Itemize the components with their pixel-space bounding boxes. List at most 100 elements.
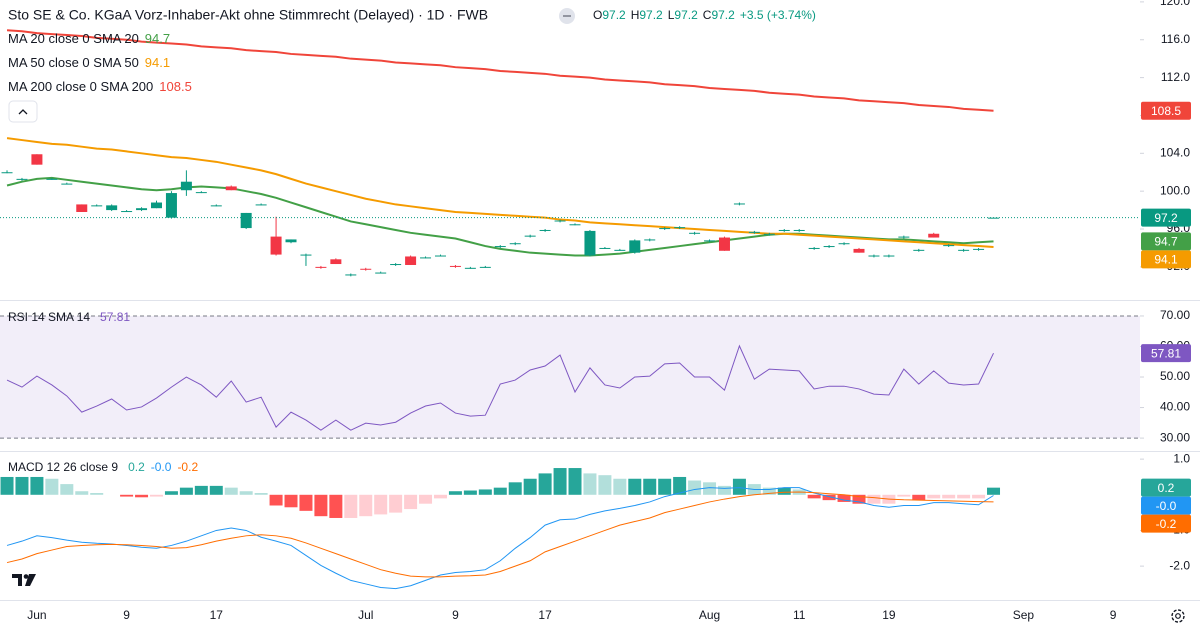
histogram-bar bbox=[344, 494, 358, 518]
candle-body bbox=[195, 192, 207, 194]
candle-body bbox=[390, 264, 402, 266]
x-tick-label: 19 bbox=[882, 608, 896, 622]
logo bbox=[12, 574, 36, 586]
candle-body bbox=[479, 266, 491, 268]
ohlc-label: O bbox=[593, 8, 602, 22]
legend-name: RSI 14 SMA 14 bbox=[8, 310, 90, 324]
candle-body bbox=[121, 211, 133, 213]
candle-body bbox=[958, 249, 970, 251]
histogram-bar bbox=[120, 494, 134, 497]
candle-body bbox=[91, 205, 103, 207]
candle-body bbox=[285, 239, 297, 243]
x-tick-label: Aug bbox=[699, 608, 720, 622]
price-badge-label: 57.81 bbox=[1151, 346, 1181, 360]
histogram-bar bbox=[284, 494, 298, 508]
y-tick-label: 116.0 bbox=[1161, 32, 1190, 46]
histogram-bar bbox=[927, 494, 941, 499]
candle-body bbox=[674, 227, 686, 229]
histogram-bar bbox=[404, 494, 418, 510]
price-badge-label: 108.5 bbox=[1151, 104, 1181, 118]
price-badge-label: -0.0 bbox=[1156, 499, 1177, 513]
candle-body bbox=[584, 230, 596, 256]
histogram-bar bbox=[717, 485, 731, 495]
candle-body bbox=[464, 267, 476, 269]
legend-value: 94.7 bbox=[145, 31, 170, 46]
candle-body bbox=[150, 202, 162, 209]
candle-body bbox=[539, 229, 551, 231]
histogram-bar bbox=[60, 484, 74, 495]
histogram-bar bbox=[179, 487, 193, 495]
histogram-bar bbox=[269, 494, 283, 506]
histogram-bar bbox=[478, 489, 492, 495]
histogram-bar bbox=[0, 476, 14, 495]
candle-body bbox=[554, 220, 566, 222]
y-tick-label: 120.0 bbox=[1160, 0, 1190, 8]
macd-legend: MACD 12 26 close 9 0.2 -0.0 -0.2 bbox=[8, 460, 198, 474]
ohlc-value: 97.2 bbox=[639, 8, 663, 22]
x-tick-label: 9 bbox=[1110, 608, 1117, 622]
candle-body bbox=[898, 236, 910, 238]
candle-body bbox=[629, 240, 641, 253]
candle-body bbox=[838, 243, 850, 245]
candle-body bbox=[928, 233, 940, 238]
legend-value: -0.0 bbox=[151, 460, 172, 474]
x-tick-label: 17 bbox=[210, 608, 224, 622]
histogram-bar bbox=[135, 494, 149, 498]
y-tick-label: 104.0 bbox=[1160, 145, 1190, 159]
histogram-bar bbox=[987, 487, 1001, 495]
histogram-bar bbox=[419, 494, 433, 504]
histogram-bar bbox=[972, 494, 986, 499]
y-tick-label: 30.00 bbox=[1160, 430, 1190, 444]
y-tick-label: 1.0 bbox=[1173, 451, 1190, 465]
histogram-bar bbox=[374, 494, 388, 515]
histogram-bar bbox=[359, 494, 373, 517]
histogram-bar bbox=[837, 494, 851, 502]
y-tick-label: 40.00 bbox=[1160, 400, 1190, 414]
price-badge bbox=[1141, 514, 1191, 533]
rsi-band bbox=[0, 315, 1140, 439]
ohlc-value: 97.2 bbox=[602, 8, 626, 22]
histogram-bar bbox=[523, 478, 537, 495]
histogram-bar bbox=[897, 494, 911, 497]
candle-body bbox=[165, 193, 177, 218]
candle-body bbox=[704, 240, 716, 242]
legend-entry: MA 20 close 0 SMA 20 94.7 bbox=[8, 31, 170, 46]
histogram-bar bbox=[732, 478, 746, 495]
candle-body bbox=[614, 249, 626, 251]
legend-name: MA 200 close 0 SMA 200 bbox=[8, 79, 153, 94]
histogram-bar bbox=[164, 491, 178, 495]
x-tick-label: Jun bbox=[27, 608, 46, 622]
candle-body bbox=[644, 239, 656, 241]
price-badge-label: 94.1 bbox=[1154, 252, 1178, 266]
settings-icon[interactable] bbox=[1171, 609, 1185, 623]
candle-body bbox=[255, 204, 267, 206]
histogram-bar bbox=[762, 487, 776, 495]
candle-body bbox=[823, 246, 835, 248]
collapse-button[interactable] bbox=[8, 100, 38, 123]
histogram-bar bbox=[777, 487, 791, 495]
candle-body bbox=[883, 255, 895, 257]
histogram-bar bbox=[45, 478, 59, 495]
ohlc-label: H bbox=[631, 8, 640, 22]
legend-value: 94.1 bbox=[145, 55, 170, 70]
candle-body bbox=[405, 256, 417, 265]
legend-value: 0.2 bbox=[128, 460, 145, 474]
candle-body bbox=[300, 254, 312, 256]
x-tick-label: 9 bbox=[452, 608, 459, 622]
price-badge bbox=[1141, 496, 1191, 515]
ohlc-value: 97.2 bbox=[674, 8, 698, 22]
histogram-bar bbox=[673, 476, 687, 495]
histogram-bar bbox=[538, 473, 552, 495]
candle-body bbox=[360, 268, 372, 270]
histogram-bar bbox=[209, 485, 223, 495]
candle-body bbox=[494, 246, 506, 248]
price-badge-label: 97.2 bbox=[1154, 211, 1178, 225]
histogram-bar bbox=[613, 478, 627, 495]
candle-body bbox=[943, 245, 955, 247]
front-layer: Sto SE & Co. KGaA Vorz-Inhaber-Akt ohne … bbox=[8, 0, 1191, 623]
legend-value: -0.2 bbox=[177, 460, 198, 474]
ohlc-label: C bbox=[703, 8, 712, 22]
histogram-bar bbox=[867, 494, 881, 504]
